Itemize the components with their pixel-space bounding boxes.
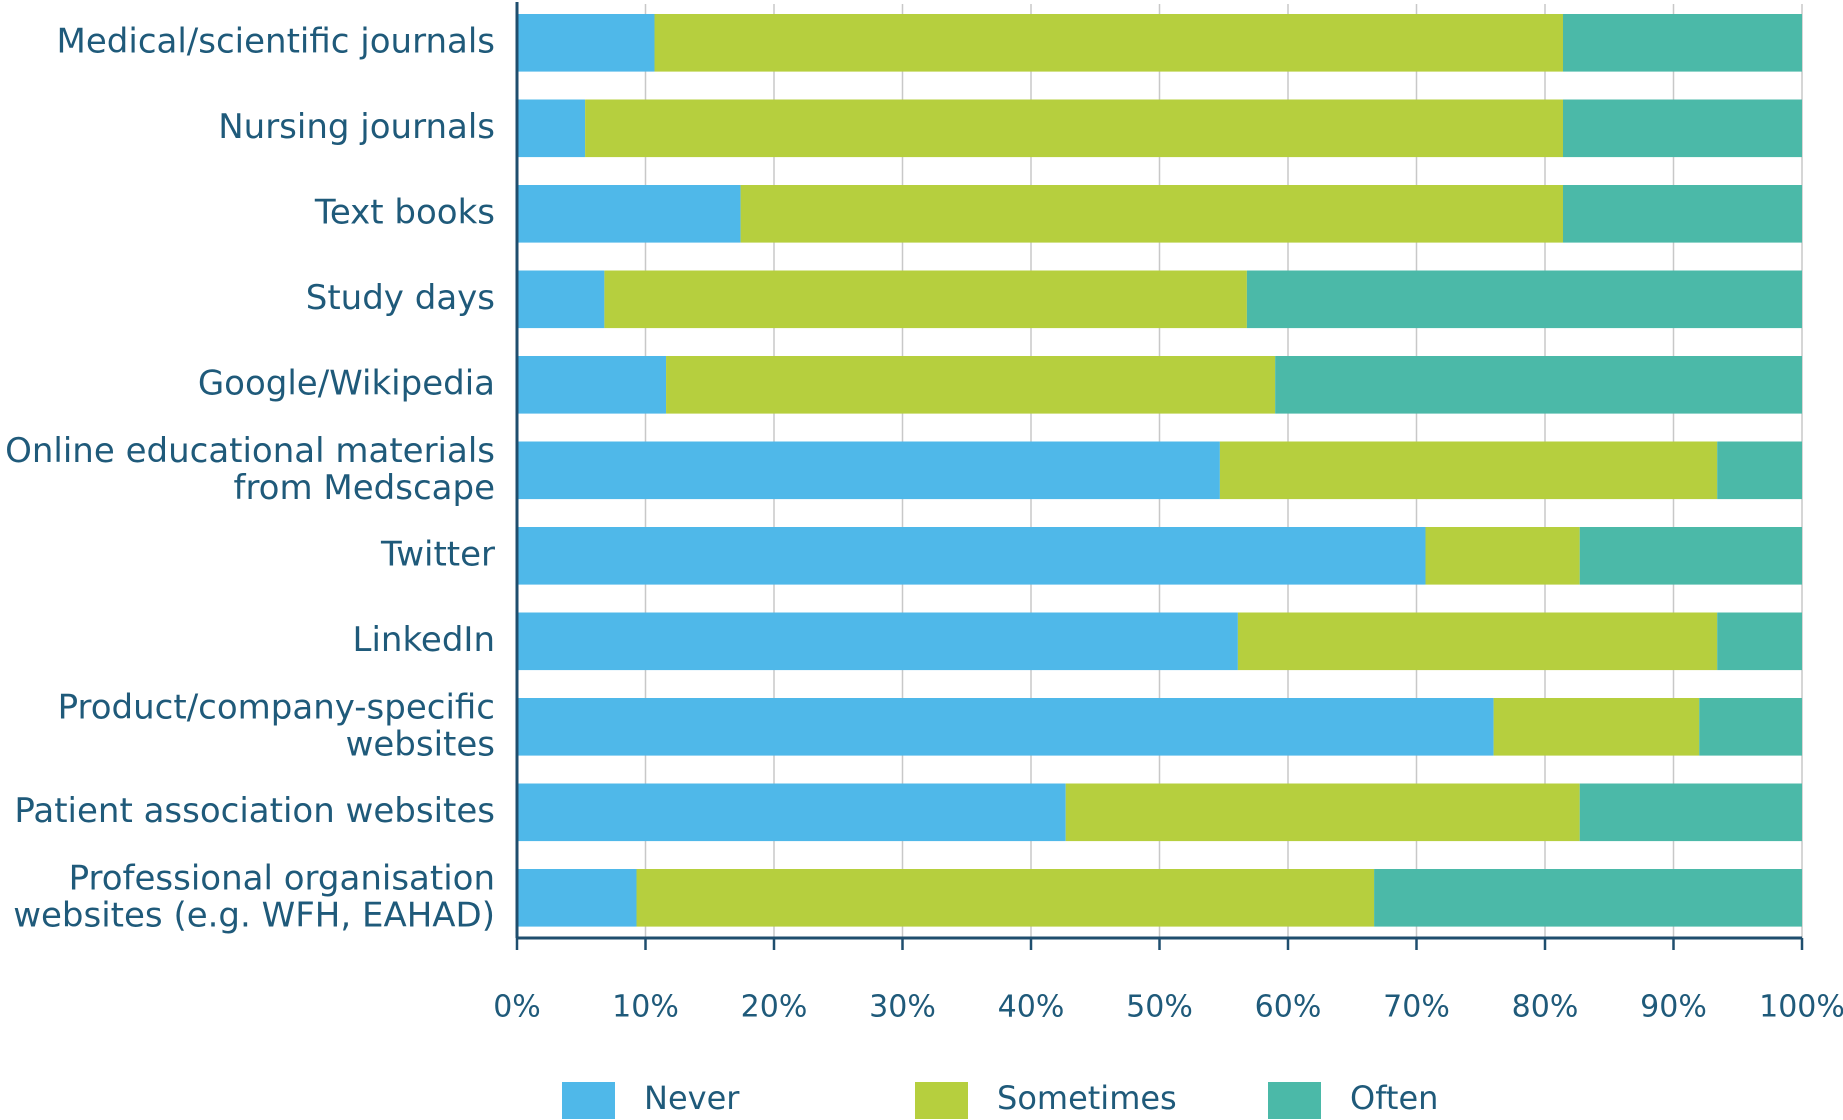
category-label: Online educational materials from Medscap… [5, 430, 495, 507]
category-label: Professional organisation websites (e.g. … [13, 858, 495, 935]
bar-segment [1579, 527, 1802, 585]
bar-segment [1562, 99, 1802, 158]
bar-segment [517, 14, 655, 72]
bar-segment [517, 441, 1220, 500]
bar-segment [604, 270, 1247, 329]
bar-segment [517, 612, 1238, 671]
bar-segment [1562, 14, 1802, 72]
bar-segment [1425, 527, 1580, 585]
bar-segment [740, 185, 1563, 243]
x-tick-label: 80% [1512, 990, 1579, 1025]
bar-segment [666, 356, 1276, 414]
category-label: Product/company-specific websites [58, 687, 495, 764]
bar-segment [1246, 270, 1802, 329]
category-label: Twitter [380, 534, 495, 574]
legend-swatch [915, 1082, 968, 1119]
bar-segment [1374, 869, 1802, 927]
category-label: Study days [306, 278, 495, 318]
x-tick-label: 30% [869, 990, 936, 1025]
bar-segment [585, 99, 1563, 158]
legend-label: Sometimes [997, 1079, 1177, 1117]
bar-segment [517, 270, 605, 329]
category-label: Google/Wikipedia [198, 363, 495, 403]
x-tick-label: 60% [1255, 990, 1322, 1025]
bar-segment [1579, 783, 1802, 842]
bar-segment [1219, 441, 1718, 500]
bar-segment [517, 869, 637, 927]
legend-swatch [562, 1082, 615, 1119]
bar-segment [1065, 783, 1580, 842]
bar-segment [654, 14, 1563, 72]
bar-segment [517, 698, 1494, 756]
x-tick-label: 10% [612, 990, 679, 1025]
x-tick-label: 20% [741, 990, 808, 1025]
category-label: Text books [314, 192, 495, 232]
x-tick-label: 50% [1126, 990, 1193, 1025]
bar-segment [517, 527, 1426, 585]
bar-segment [1493, 698, 1700, 756]
bar-segment [1717, 441, 1802, 500]
bar-segment [517, 99, 586, 158]
bar-segment [636, 869, 1375, 927]
bar-segment [517, 185, 741, 243]
x-tick-label: 40% [998, 990, 1065, 1025]
x-tick-label: 90% [1640, 990, 1707, 1025]
category-label: Nursing journals [218, 107, 495, 147]
legend-swatch [1268, 1082, 1321, 1119]
category-label: Patient association websites [14, 791, 495, 831]
x-tick-label: 100% [1759, 990, 1843, 1025]
bar-segment [517, 783, 1066, 842]
bar-segment [517, 356, 667, 414]
bar-segment [1237, 612, 1718, 671]
bar-segment [1717, 612, 1802, 671]
bar-segment [1562, 185, 1802, 243]
x-tick-label: 70% [1383, 990, 1450, 1025]
category-label: Medical/scientific journals [57, 21, 495, 61]
category-label: LinkedIn [353, 620, 496, 660]
x-tick-label: 0% [493, 990, 541, 1025]
bar-segment [1275, 356, 1802, 414]
legend-label: Never [644, 1079, 740, 1117]
legend-label: Often [1350, 1079, 1438, 1117]
bar-segment [1699, 698, 1802, 756]
